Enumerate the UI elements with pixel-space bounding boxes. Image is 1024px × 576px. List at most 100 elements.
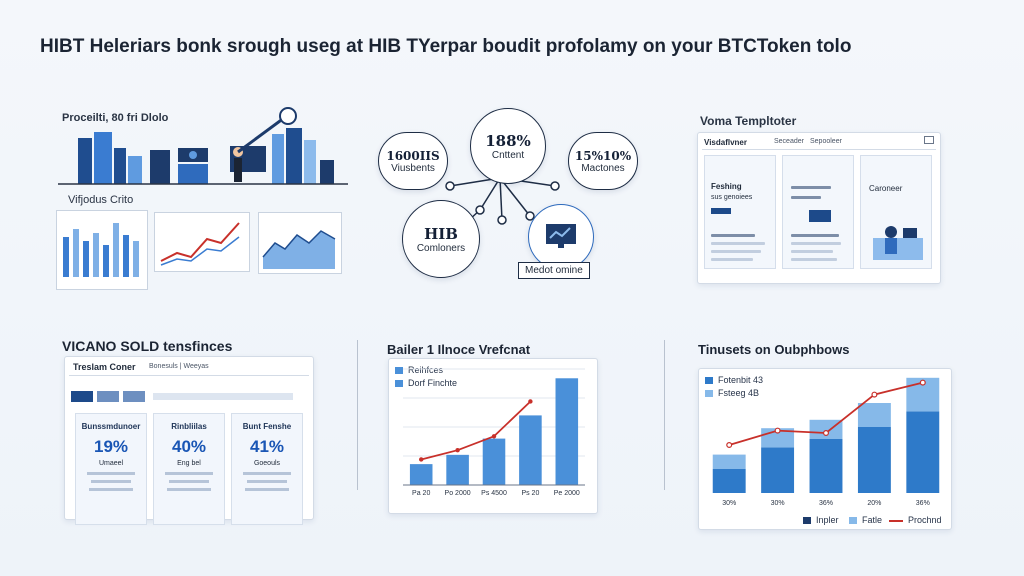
network-hub-bubble: 188% Cnttent — [470, 108, 546, 184]
trend-point — [822, 429, 829, 436]
mini-chart-1 — [56, 210, 148, 290]
x-tick-label: 36% — [916, 500, 930, 507]
stats-panel: Treslam Coner Bonesuls | Weeyas Bunssmdu… — [64, 356, 314, 525]
bottom-right-title: Tinusets on Oubphbows — [698, 342, 850, 357]
trend-point — [919, 379, 926, 386]
trend-point — [491, 434, 497, 439]
trend-point — [528, 399, 533, 404]
right-legend-item-2: Fsteeg 4B — [705, 388, 759, 398]
x-tick-label: 30% — [771, 500, 785, 507]
monitor-icon — [546, 224, 576, 248]
toolbar-button-3[interactable] — [123, 391, 145, 402]
left-value: 1600IIS — [386, 148, 440, 163]
revenue-chart: Pa 20 Po 2000 Ps 4500 Ps 20 Pe 2000 — [403, 368, 585, 497]
top-left-subtitle: Vifjodus Crito — [68, 194, 134, 206]
x-tick-label: Ps 4500 — [481, 490, 507, 497]
window-icon[interactable] — [924, 136, 934, 144]
left-label: Viusbents — [391, 162, 435, 174]
template-card-2[interactable] — [782, 155, 854, 269]
stat-card-3-sub: Goeouls — [253, 460, 281, 467]
bar-segment-base — [809, 439, 843, 493]
right-value: 15%10% — [574, 148, 632, 163]
mini-chart-3 — [258, 212, 342, 274]
monitor-tag: Medot omine — [518, 262, 590, 279]
stat-card-1[interactable]: Bunssmdunoer 19% Umaeel — [75, 413, 147, 525]
stat-card-1-pct: 19% — [93, 437, 129, 456]
trend-point — [871, 391, 878, 398]
stat-card-2[interactable]: Rinbliilas 40% Eng bel — [153, 413, 225, 525]
top-left-title: Proceilti, 80 fri Dlolo — [62, 112, 169, 124]
subscriptions-chart: 30% 30% 36% 20% 36% — [712, 377, 940, 507]
page-headline: HIBT Heleriars bonk srough useg at HIB T… — [40, 36, 852, 57]
x-tick-label: Po 2000 — [445, 490, 471, 497]
city-skyline-illustration — [58, 107, 348, 185]
hub-value: 188% — [485, 131, 531, 150]
hub-label: Cnttent — [491, 149, 525, 161]
trend-point — [726, 441, 733, 448]
stat-card-1-head: Bunssmdunoer — [81, 422, 141, 431]
bar-segment-base — [857, 427, 891, 493]
template-card-3[interactable]: Caroneer — [860, 155, 932, 269]
bar-segment-base — [712, 469, 746, 493]
stat-card-2-head: Rinbliilas — [171, 422, 207, 431]
stat-card-3[interactable]: Bunt Fenshe 41% Goeouls — [231, 413, 303, 525]
stat-card-2-pct: 40% — [171, 437, 207, 456]
x-tick-label: Pa 20 — [412, 490, 430, 497]
stats-toolbar-sub: Bonesuls | Weeyas — [149, 363, 209, 370]
trend-point — [774, 427, 781, 434]
stat-card-3-head: Bunt Fenshe — [242, 422, 292, 431]
bar-segment-base — [906, 411, 940, 493]
bottom-value: HIB — [424, 224, 458, 243]
bar — [555, 378, 579, 485]
card1-sub: sus genoiees — [711, 194, 753, 201]
trend-point — [455, 448, 460, 453]
bar — [446, 454, 469, 485]
x-tick-label: Ps 20 — [521, 490, 539, 497]
card3-title: Caroneer — [869, 184, 903, 193]
bar — [409, 464, 433, 485]
mini-chart-2 — [154, 212, 250, 272]
bar-segment-top — [712, 454, 746, 469]
legend-item-2: Dorf Finchte — [395, 378, 457, 388]
bottom-legend-3: Prochnd — [889, 515, 942, 525]
network-bottom-bubble: HIB Comloners — [402, 200, 480, 278]
bottom-center-title: Bailer 1 Ilnoce Vrefcnat — [387, 342, 531, 357]
top-right-title: Voma Templtoter — [700, 114, 797, 128]
stat-card-3-pct: 41% — [249, 437, 285, 456]
bottom-legend-2: Fatle — [849, 515, 882, 525]
trend-point — [419, 457, 424, 462]
stat-card-2-sub: Eng bel — [177, 460, 201, 467]
x-tick-label: 20% — [867, 500, 881, 507]
toolbar-button-1[interactable] — [71, 391, 93, 402]
toolbar-button-2[interactable] — [97, 391, 119, 402]
stats-toolbar-title: Treslam Coner — [73, 362, 136, 372]
trend-line — [420, 400, 532, 461]
subscriptions-chart-panel: Fotenbit 43 Fsteeg 4B 30% 30% 36% 20% 36% In… — [698, 368, 952, 530]
bar — [482, 438, 506, 485]
x-tick-label: 36% — [819, 500, 833, 507]
right-label: Mactones — [581, 162, 625, 174]
x-tick-label: Pe 2000 — [554, 490, 580, 497]
monitor-bubble — [528, 204, 594, 270]
bottom-label: Comloners — [416, 242, 466, 254]
template-card-1[interactable]: Feshing sus genoiees — [704, 155, 776, 269]
template-tab-a[interactable]: Visdaflvner — [704, 138, 747, 147]
template-tab-c[interactable]: Sepooleer — [810, 138, 842, 145]
legend-item-1: Reihfces — [395, 365, 443, 375]
template-panel: Visdaflvner Seceader Sepooleer Feshing s… — [697, 132, 941, 284]
bar-segment-base — [761, 447, 795, 493]
network-right-bubble: 15%10% Mactones — [568, 132, 638, 190]
bottom-left-title: VICANO SOLD tensfinces — [62, 338, 233, 354]
template-tab-b[interactable]: Seceader — [774, 138, 804, 145]
bar-segment-top — [857, 403, 891, 427]
network-left-bubble: 1600IIS Viusbents — [378, 132, 448, 190]
revenue-chart-panel: Reihfces Dorf Finchte Pa 20 Po 2000 Ps 450… — [388, 358, 598, 514]
bar — [519, 415, 542, 485]
x-tick-label: 30% — [722, 500, 736, 507]
right-legend-item-1: Fotenbit 43 — [705, 375, 763, 385]
stat-card-1-sub: Umaeel — [98, 460, 124, 467]
bar-segment-top — [809, 419, 843, 439]
bottom-legend-1: Inpler — [803, 515, 839, 525]
card1-title: Feshing — [711, 182, 742, 191]
person-illustration — [873, 226, 923, 260]
